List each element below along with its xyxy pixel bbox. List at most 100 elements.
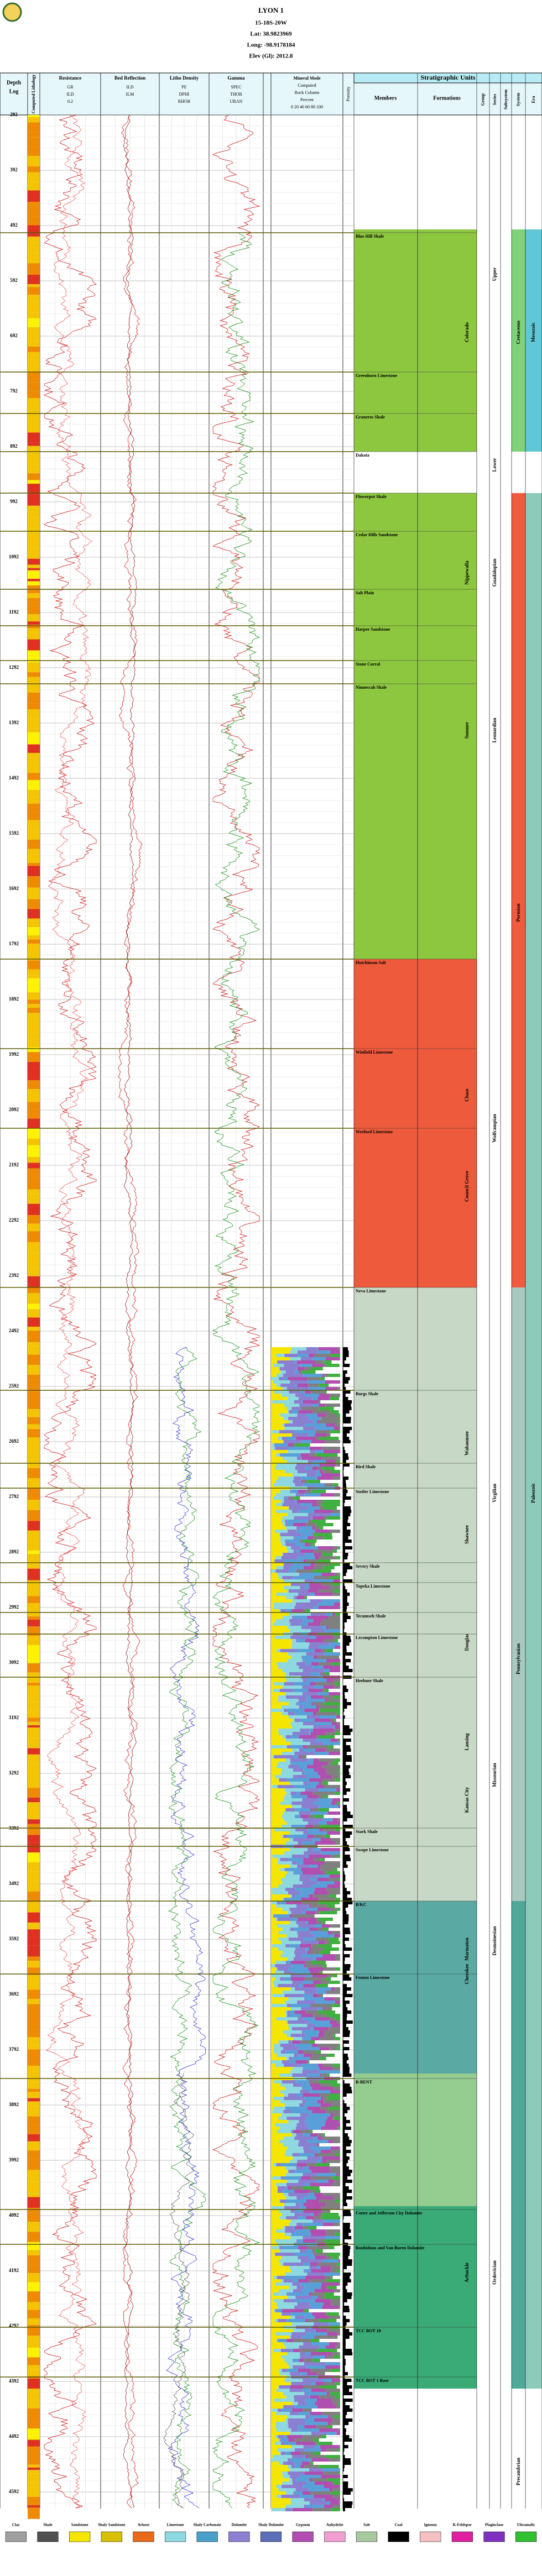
formations-label: Wabaunsee xyxy=(464,1431,470,1455)
mineral-bar xyxy=(338,1573,340,1576)
porosity-bar xyxy=(343,2389,350,2392)
mineral-bar xyxy=(271,1573,278,1576)
mineral-bar xyxy=(271,2402,293,2405)
mineral-bar xyxy=(303,1782,309,1785)
mineral-bar xyxy=(290,1722,303,1725)
lith-block xyxy=(28,709,40,719)
mineral-bar xyxy=(324,1835,330,1838)
porosity-bar xyxy=(343,2223,350,2226)
porosity-bar xyxy=(343,2395,344,2399)
mineral-bar xyxy=(313,1536,324,1540)
mineral-bar xyxy=(303,1619,314,1622)
porosity-bar xyxy=(343,2239,345,2243)
mineral-bar xyxy=(271,1540,280,1543)
porosity-bar xyxy=(343,2302,345,2306)
mineral-bar xyxy=(303,2210,322,2213)
mineral-bar xyxy=(271,1612,289,1616)
porosity-bar xyxy=(343,1553,348,1556)
mineral-bar xyxy=(303,1679,307,1682)
unit-band xyxy=(354,2206,477,2389)
mineral-bar xyxy=(271,1576,279,1579)
lith-block xyxy=(28,505,40,516)
mineral-bar xyxy=(303,1427,316,1430)
mineral-bar xyxy=(329,1616,340,1619)
lith-block xyxy=(28,1777,40,1786)
track-scale: THOR xyxy=(230,92,242,97)
mineral-bar xyxy=(335,1997,340,2001)
mineral-bar xyxy=(304,2505,306,2508)
lith-block xyxy=(28,1346,40,1355)
porosity-bar xyxy=(343,2193,347,2196)
lith-block xyxy=(28,2415,40,2422)
mineral-bar xyxy=(323,1964,327,1967)
lith-block xyxy=(28,1354,40,1365)
mineral-bar xyxy=(271,1921,290,1924)
porosity-bar xyxy=(343,1888,347,1891)
mineral-bar xyxy=(336,2382,340,2385)
mineral-bar xyxy=(295,1467,306,1470)
mineral-bar xyxy=(273,1483,295,1486)
mineral-bar xyxy=(319,1898,336,1901)
mineral-bar xyxy=(282,2080,296,2083)
mineral-bar xyxy=(271,2339,277,2342)
mineral-bar xyxy=(338,2306,340,2309)
porosity-bar xyxy=(343,2392,353,2395)
mineral-bar xyxy=(311,2037,320,2040)
mineral-bar xyxy=(317,1413,326,1417)
mineral-bar xyxy=(297,1350,318,1354)
mineral-bar xyxy=(271,1536,280,1540)
mineral-bar xyxy=(271,2432,290,2435)
mineral-bar xyxy=(271,1974,272,1977)
mineral-bar xyxy=(311,1947,324,1951)
mineral-bar xyxy=(304,2455,306,2458)
mineral-bar xyxy=(286,1437,296,1440)
lith-block xyxy=(28,614,40,622)
mineral-bar xyxy=(283,1616,293,1619)
porosity-bar xyxy=(343,1573,346,1576)
mineral-bar xyxy=(296,2286,304,2289)
porosity-bar xyxy=(343,1931,351,1934)
mineral-bar xyxy=(271,2087,285,2090)
lith-block xyxy=(28,190,40,202)
mineral-bar xyxy=(309,1894,314,1898)
mineral-bar xyxy=(317,1500,324,1503)
mineral-bar xyxy=(292,2478,296,2481)
mineral-bar xyxy=(317,1944,332,1947)
depth-label: 3492 xyxy=(9,1881,19,1886)
mineral-bar xyxy=(287,2296,296,2299)
mineral-bar xyxy=(325,2123,340,2127)
mineral-bar xyxy=(312,1543,315,1546)
porosity-bar xyxy=(343,1496,351,1500)
log-curve xyxy=(123,114,137,2509)
mineral-bar xyxy=(271,1815,282,1818)
mineral-bar xyxy=(322,1374,324,1377)
porosity-bar xyxy=(343,2173,351,2176)
mineral-bar xyxy=(280,2163,297,2166)
mineral-bar xyxy=(333,1427,339,1430)
mineral-bar xyxy=(289,1589,308,1593)
lith-block xyxy=(28,1400,40,1410)
lith-block xyxy=(28,1013,40,1021)
mineral-bar xyxy=(329,1752,340,1755)
porosity-bar xyxy=(343,1543,345,1546)
mineral-bar xyxy=(287,1778,309,1782)
mineral-bar xyxy=(280,2438,289,2442)
lith-block xyxy=(28,122,40,132)
mineral-bar xyxy=(305,2216,314,2219)
mineral-bar xyxy=(314,2418,333,2422)
mineral-bar xyxy=(271,2292,273,2296)
mineral-bar xyxy=(327,1699,340,1702)
mineral-bar xyxy=(304,2465,319,2468)
mineral-bar xyxy=(288,2385,290,2389)
mineral-bar xyxy=(320,2266,331,2269)
mineral-bar xyxy=(271,2286,289,2289)
mineral-bar xyxy=(296,1457,301,1460)
porosity-bar xyxy=(343,1669,353,1672)
mineral-bar xyxy=(271,2150,286,2153)
mineral-bar xyxy=(271,2435,276,2438)
lith-block xyxy=(28,1039,40,1041)
mineral-bar xyxy=(271,1619,276,1622)
mineral-bar xyxy=(294,2462,302,2465)
porosity-bar xyxy=(343,2004,346,2007)
mineral-bar xyxy=(271,2389,277,2392)
